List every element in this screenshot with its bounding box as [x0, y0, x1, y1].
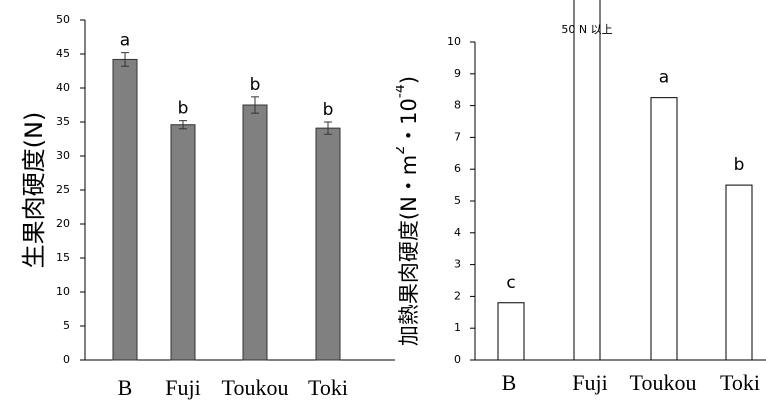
superscript: 2	[392, 146, 408, 155]
y-tick-label: 9	[454, 67, 461, 80]
y-tick-label: 30	[56, 149, 70, 162]
y-tick-label: 6	[454, 162, 461, 175]
y-tick-label: 4	[454, 226, 461, 239]
significance-letter: b	[250, 75, 261, 95]
y-tick-label: 2	[454, 289, 461, 302]
y-axis-label: 加熱果肉硬度(N・m2・10-4)	[392, 76, 421, 346]
x-tick-label: B	[118, 375, 133, 400]
x-tick-label: Toukou	[630, 370, 697, 395]
y-tick-label: 7	[454, 130, 461, 143]
y-tick-label: 35	[56, 115, 70, 128]
significance-letter: b	[323, 100, 334, 120]
label-part: )	[397, 76, 421, 84]
y-tick-label: 15	[56, 251, 70, 264]
x-tick-label: Fuji	[165, 375, 200, 400]
bar	[650, 97, 678, 361]
x-tick-label: Toki	[720, 370, 760, 395]
bar	[497, 302, 525, 361]
y-tick-label: 45	[56, 47, 70, 60]
annotation: 50 N 以上	[561, 23, 612, 36]
y-tick-label: 0	[454, 353, 461, 366]
y-tick-label: 10	[447, 35, 461, 48]
superscript: -4	[392, 84, 408, 98]
y-tick-label: 8	[454, 99, 461, 112]
label-part: ・10	[397, 98, 421, 146]
y-tick-label: 25	[56, 183, 70, 196]
x-tick-label: Toki	[308, 375, 348, 400]
left-panel: 0 5 10 15 20 25 30 35 40 45 50 生果肉硬度(N) Ba Fuji b Touko…	[20, 13, 395, 400]
bar	[170, 124, 196, 361]
bar	[242, 104, 268, 361]
y-tick-label: 3	[454, 258, 461, 271]
y-tick-label: 10	[56, 285, 70, 298]
x-tick-label: Toukou	[222, 375, 289, 400]
x-tick-label: B	[502, 370, 517, 395]
label-part: 加熱果肉硬度(N・m	[397, 155, 421, 346]
y-tick-label: 20	[56, 217, 70, 230]
x-tick-label: Fuji	[572, 370, 607, 395]
significance-letter: b	[734, 155, 745, 175]
significance-letter: a	[659, 68, 669, 88]
y-axis-label: 生果肉硬度(N)	[20, 112, 48, 269]
significance-letter: a	[120, 31, 130, 51]
bar	[725, 184, 753, 361]
y-tick-label: 50	[56, 13, 70, 26]
y-tick-label: 5	[63, 319, 70, 332]
y-tick-label: 40	[56, 81, 70, 94]
bar	[112, 58, 138, 361]
y-tick-label: 5	[454, 194, 461, 207]
bar	[315, 127, 341, 361]
significance-letter: c	[506, 273, 515, 293]
y-tick-label: 1	[454, 321, 461, 334]
y-tick-label: 0	[63, 353, 70, 366]
significance-letter: b	[178, 99, 189, 119]
